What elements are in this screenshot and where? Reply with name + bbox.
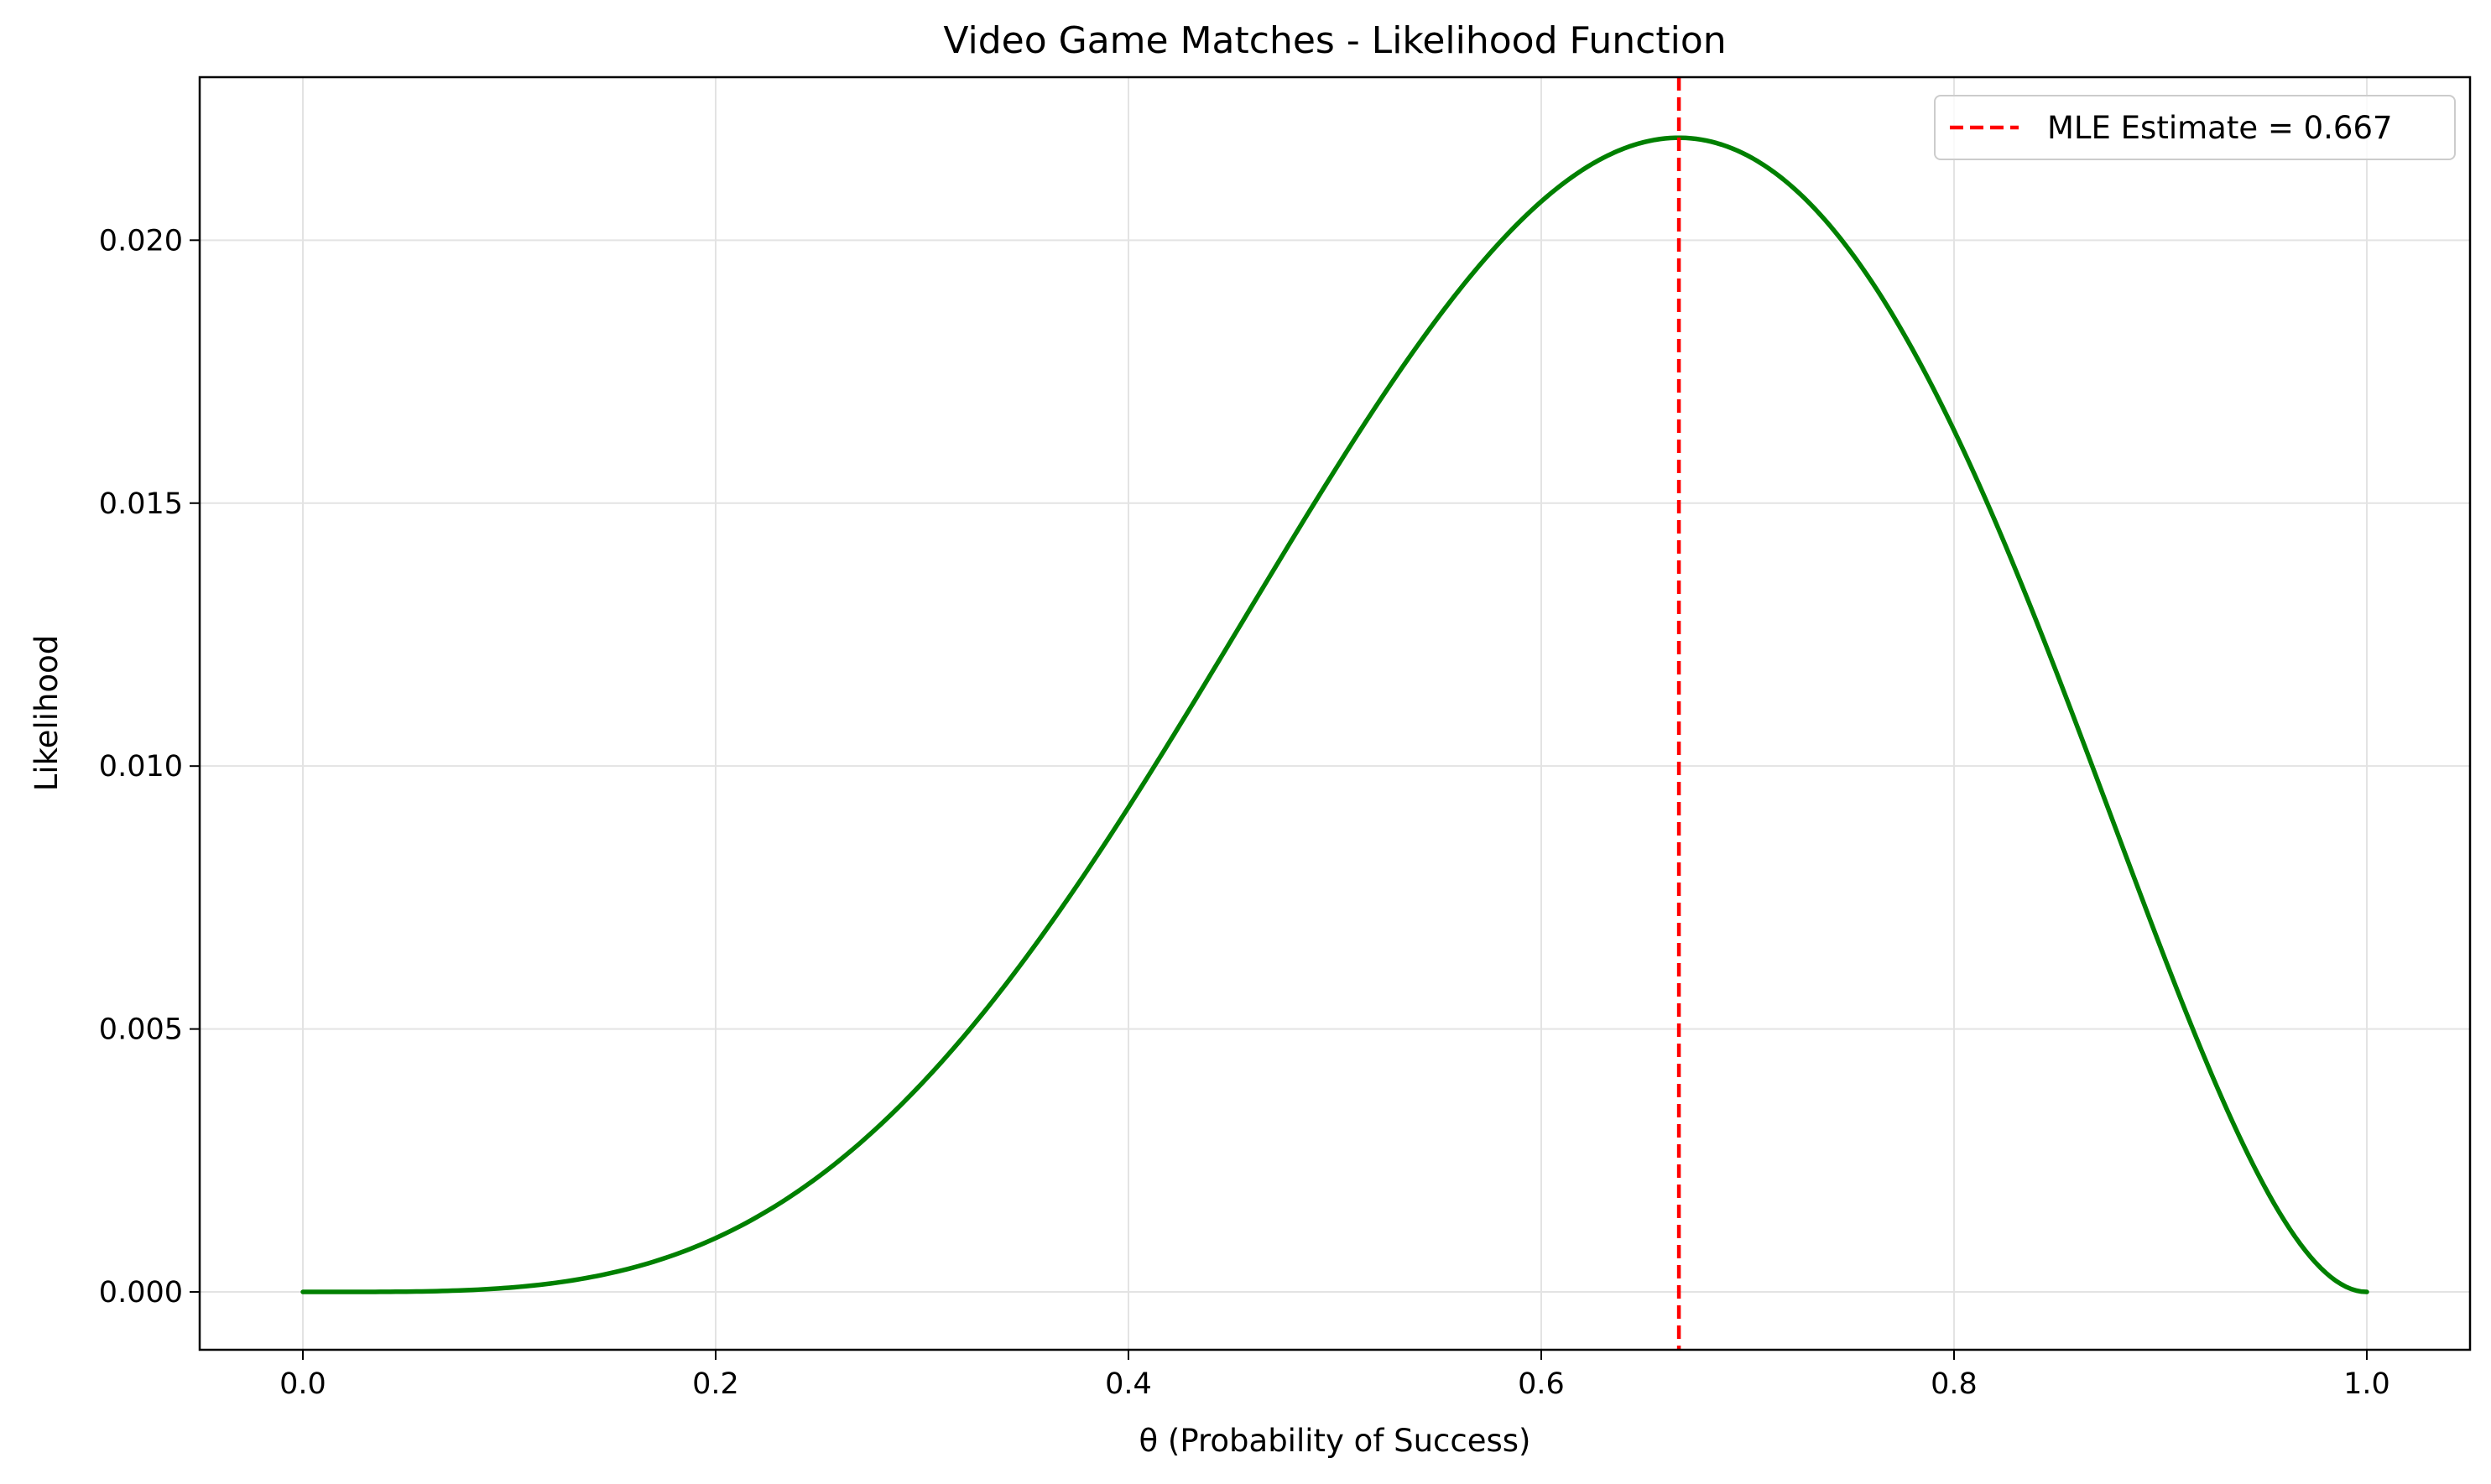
x-tick-label: 0.8	[1931, 1367, 1978, 1401]
x-tick-label: 0.0	[279, 1367, 326, 1401]
y-tick-label: 0.005	[99, 1013, 183, 1047]
likelihood-curve	[300, 135, 2369, 1294]
y-tick-label: 0.020	[99, 224, 183, 258]
legend: MLE Estimate = 0.667	[1934, 95, 2456, 160]
legend-box	[1934, 95, 2456, 160]
x-tick-label: 0.6	[1518, 1367, 1565, 1401]
y-tick-label: 0.010	[99, 750, 183, 784]
x-tick-label: 1.0	[2343, 1367, 2390, 1401]
axis-ticks: 0.0 0.2 0.4 0.6 0.8 1.0 0.000 0.005 0.010 0.015 0.…	[99, 224, 2390, 1401]
x-tick-label: 0.4	[1105, 1367, 1152, 1401]
y-tick-label: 0.000	[99, 1276, 183, 1310]
x-tick-label: 0.2	[692, 1367, 739, 1401]
axes-frame	[198, 76, 2472, 1351]
legend-label-mle: MLE Estimate = 0.667	[2047, 110, 2393, 146]
y-tick-label: 0.015	[99, 487, 183, 521]
chart-title: Video Game Matches - Likelihood Function	[943, 19, 1726, 62]
y-axis-label: Likelihood	[29, 635, 65, 792]
x-axis-label: θ (Probability of Success)	[1139, 1423, 1531, 1459]
plot-area	[300, 77, 2369, 1350]
